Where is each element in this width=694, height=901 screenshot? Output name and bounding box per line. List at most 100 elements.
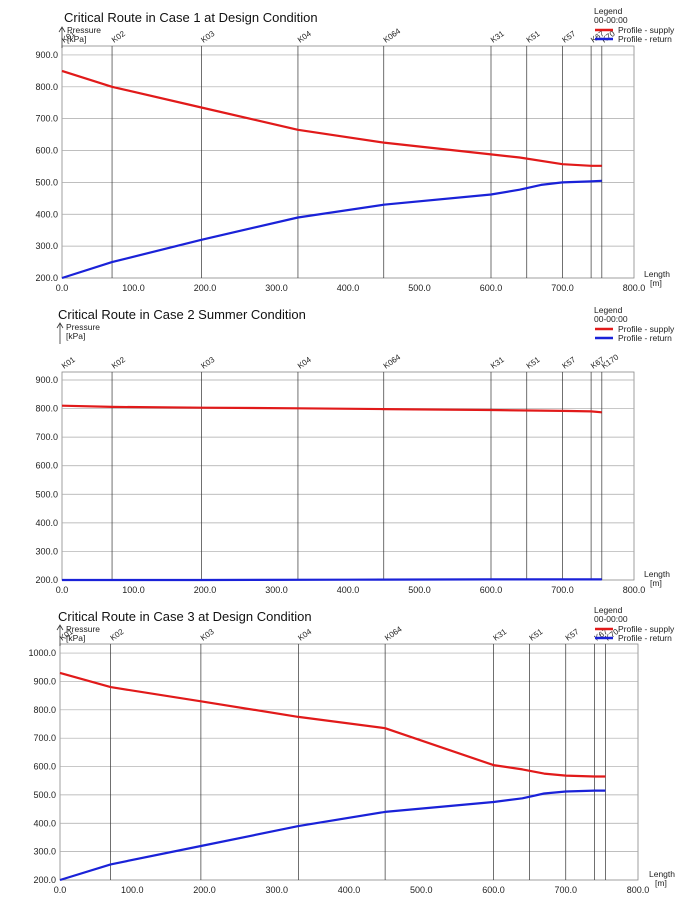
y-tick-label: 600.0 [35, 461, 58, 471]
x-tick-label: 800.0 [623, 585, 646, 595]
series-line [62, 578, 602, 582]
plot-frame [61, 371, 635, 581]
y-tick-label: 800.0 [35, 404, 58, 414]
x-tick-label: 200.0 [194, 585, 217, 595]
node-label: K51 [525, 355, 542, 371]
legend-title: Legend [594, 305, 623, 315]
legend-subtitle: 00-00:00 [594, 15, 628, 25]
node-label: K57 [560, 355, 577, 371]
y-tick-label: 500.0 [35, 489, 58, 499]
node-label: K064 [382, 26, 403, 44]
y-tick-label: 900.0 [35, 50, 58, 60]
y-tick-label: 400.0 [35, 209, 58, 219]
x-tick-label: 0.0 [56, 283, 69, 292]
y-tick-label: 900.0 [33, 676, 56, 686]
y-tick-label: 700.0 [35, 432, 58, 442]
legend-title: Legend [594, 6, 623, 16]
x-tick-label: 700.0 [551, 283, 574, 292]
y-tick-label: 400.0 [35, 518, 58, 528]
plot-frame [61, 45, 635, 279]
x-tick-label: 600.0 [480, 283, 503, 292]
y-tick-label: 700.0 [35, 114, 58, 124]
y-tick-label: 500.0 [35, 177, 58, 187]
x-tick-label: 800.0 [623, 283, 646, 292]
node-label: K31 [491, 627, 508, 643]
x-tick-label: 600.0 [480, 585, 503, 595]
x-tick-label: 300.0 [265, 283, 288, 292]
y-axis-label: Pressure [66, 624, 100, 634]
legend-return-label: Profile - return [618, 633, 672, 643]
x-tick-label: 300.0 [265, 585, 288, 595]
node-label: K02 [110, 355, 127, 371]
x-tick-label: 700.0 [551, 585, 574, 595]
y-axis-unit: [kPa] [66, 633, 85, 643]
y-tick-label: 600.0 [35, 146, 58, 156]
node-label: K01 [60, 355, 77, 371]
y-axis-arrow [58, 26, 66, 48]
chart-panel-3: K01 K02 K03 K04 K064 K31 K51 K57 K67 K70 200.0 300… [0, 602, 694, 896]
y-tick-label: 1000.0 [28, 648, 56, 658]
y-axis-label: Pressure [67, 25, 101, 35]
node-label: K31 [489, 355, 506, 371]
x-axis-unit: [m] [650, 278, 662, 288]
legend-return-label: Profile - return [618, 34, 672, 44]
tick-labels: 200.0 300.0 400.0 500.0 600.0 700.0 800.0 900.0… [28, 648, 649, 895]
node-label: K57 [560, 29, 577, 45]
chart-panel-2: K01 K02 K03 K04 K064 K31 K51 K57 K67 K170 200.0 30… [0, 292, 694, 602]
y-tick-label: 500.0 [33, 790, 56, 800]
series-group [61, 404, 602, 582]
x-axis-unit: [m] [655, 878, 667, 888]
series-line [61, 179, 602, 280]
x-axis-label: Length [649, 869, 675, 879]
series-line [59, 671, 606, 778]
x-tick-label: 0.0 [56, 585, 69, 595]
series-group [59, 671, 606, 882]
node-label: K04 [296, 627, 313, 643]
y-tick-label: 400.0 [33, 818, 56, 828]
tick-labels: 200.0 300.0 400.0 500.0 600.0 700.0 800.0 900.0… [35, 375, 645, 595]
y-tick-label: 600.0 [33, 762, 56, 772]
x-tick-label: 200.0 [193, 885, 216, 895]
legend-supply-label: Profile - supply [618, 624, 675, 634]
node-label: K31 [489, 29, 506, 45]
legend-subtitle: 00-00:00 [594, 314, 628, 324]
x-tick-label: 400.0 [337, 283, 360, 292]
chart-title: Critical Route in Case 2 Summer Conditio… [58, 307, 306, 322]
x-tick-label: 200.0 [194, 283, 217, 292]
chart-title: Critical Route in Case 1 at Design Condi… [64, 10, 318, 25]
x-tick-label: 100.0 [122, 585, 145, 595]
node-label: K170 [600, 352, 621, 370]
x-tick-label: 400.0 [338, 885, 361, 895]
legend: Legend 00-00:00 Profile - supply Profile… [594, 305, 675, 343]
series-line [61, 404, 602, 414]
x-tick-label: 0.0 [54, 885, 67, 895]
y-tick-label: 800.0 [35, 82, 58, 92]
y-tick-label: 200.0 [35, 273, 58, 283]
series-group [61, 69, 602, 280]
y-tick-label: 300.0 [35, 546, 58, 556]
node-label: K51 [525, 29, 542, 45]
legend-supply-label: Profile - supply [618, 25, 675, 35]
y-axis-unit: [kPa] [66, 331, 85, 341]
legend-supply-label: Profile - supply [618, 324, 675, 334]
node-label: K03 [199, 29, 216, 45]
node-label: K04 [296, 355, 313, 371]
x-tick-label: 400.0 [337, 585, 360, 595]
y-tick-label: 200.0 [35, 575, 58, 585]
x-axis-label: Length [644, 269, 670, 279]
x-tick-label: 600.0 [482, 885, 505, 895]
node-label: K51 [528, 627, 545, 643]
node-label: K064 [382, 352, 403, 370]
x-tick-label: 800.0 [627, 885, 650, 895]
x-tick-label: 700.0 [554, 885, 577, 895]
node-label: K03 [199, 355, 216, 371]
grid [61, 371, 635, 581]
series-line [59, 789, 606, 882]
chart-panel-1: K01 K02 K03 K04 K064 K31 K51 K57 K67 K70 200.0 300… [0, 0, 694, 293]
